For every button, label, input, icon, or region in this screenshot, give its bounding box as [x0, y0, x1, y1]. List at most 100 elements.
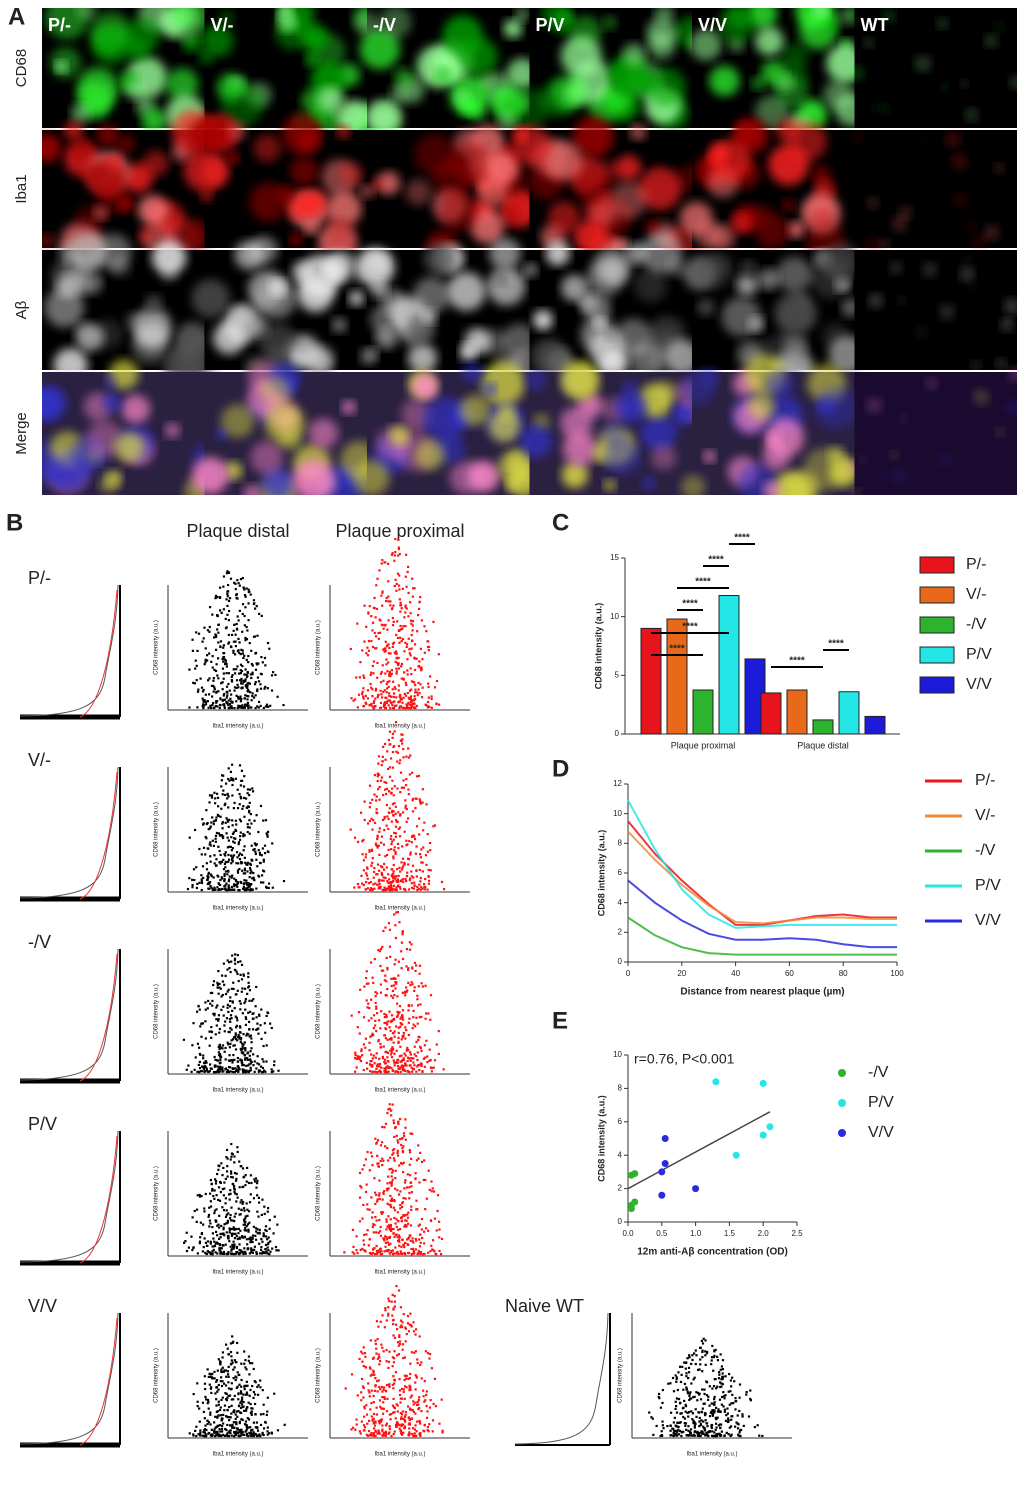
scatter-texture — [227, 1175, 229, 1177]
scatter-texture — [418, 1238, 420, 1240]
scatter-texture — [227, 1158, 229, 1160]
scatter-texture — [430, 869, 432, 871]
scatter-texture — [368, 1042, 370, 1044]
scatter-texture — [249, 1011, 251, 1013]
scatter-texture — [417, 688, 419, 690]
scatter-texture — [399, 604, 401, 606]
scatter-texture — [236, 886, 238, 888]
micrograph-texture — [265, 403, 306, 444]
scatter-texture — [230, 1351, 232, 1353]
scatter-texture — [402, 1418, 404, 1420]
scatter-texture — [396, 1354, 398, 1356]
scatter-texture — [220, 988, 222, 990]
scatter-texture — [232, 1341, 234, 1343]
scatter-texture — [389, 604, 391, 606]
scatter-texture — [397, 752, 399, 754]
scatter-texture — [242, 1071, 244, 1073]
scatter-texture — [376, 812, 378, 814]
scatter-texture — [226, 797, 228, 799]
scatter-texture — [256, 814, 258, 816]
scatter-texture — [261, 673, 263, 675]
scatter-texture — [438, 1221, 440, 1223]
scatter-texture — [434, 1218, 436, 1220]
scatter-texture — [367, 1003, 369, 1005]
scatter-texture — [223, 1024, 225, 1026]
scatter-texture — [401, 742, 403, 744]
scatter-texture — [414, 986, 416, 988]
scatter-texture — [389, 1195, 391, 1197]
scatter-texture — [228, 878, 230, 880]
micrograph-texture — [616, 392, 647, 423]
micrograph-texture — [198, 50, 213, 65]
scatter-texture — [417, 614, 419, 616]
scatter-texture — [401, 1138, 403, 1140]
scatter-texture — [223, 1371, 225, 1373]
scatter-texture — [387, 600, 389, 602]
scatter-texture — [372, 672, 374, 674]
scatter-texture — [248, 882, 250, 884]
scatter-texture — [403, 1052, 405, 1054]
micrograph-texture — [332, 317, 347, 332]
scatter-texture — [384, 689, 386, 691]
scatter-texture — [401, 640, 403, 642]
scatter-texture — [412, 810, 414, 812]
scatter-texture — [237, 1393, 239, 1395]
scatter-texture — [406, 989, 408, 991]
scatter-texture — [399, 1018, 401, 1020]
scatter-texture — [250, 1067, 252, 1069]
scatter-texture — [367, 654, 369, 656]
scatter-texture — [244, 1057, 246, 1059]
scatter-texture — [394, 551, 396, 553]
scatter-texture — [376, 1380, 378, 1382]
scatter-texture — [256, 690, 258, 692]
scatter-texture — [381, 562, 383, 564]
scatter-texture — [384, 889, 386, 891]
scatter-texture — [254, 1413, 256, 1415]
scatter-texture — [388, 675, 390, 677]
scatter-texture — [377, 788, 379, 790]
scatter-texture — [420, 666, 422, 668]
scatter-texture — [422, 985, 424, 987]
scatter-texture — [258, 1015, 260, 1017]
scatter-texture — [219, 707, 221, 709]
micrograph-texture — [735, 123, 754, 142]
scatter-texture — [380, 1067, 382, 1069]
scatter-texture — [226, 686, 228, 688]
scatter-texture — [354, 698, 356, 700]
micrograph-texture — [143, 150, 169, 176]
scatter-texture — [396, 1422, 398, 1424]
scatter-texture — [229, 1424, 231, 1426]
scatter-texture — [241, 670, 243, 672]
scatter-texture — [255, 1005, 257, 1007]
scatter-texture — [382, 889, 384, 891]
scatter-texture — [366, 999, 368, 1001]
scatter-texture — [236, 598, 238, 600]
scatter-texture — [430, 1059, 432, 1061]
scatter-texture — [382, 1211, 384, 1213]
scatter-texture — [230, 1156, 232, 1158]
scatter-texture — [250, 822, 252, 824]
scatter-texture — [236, 628, 238, 630]
scatter-texture — [237, 889, 239, 891]
scatter-texture — [214, 1210, 216, 1212]
scatter-texture — [262, 1389, 264, 1391]
scatter-texture — [383, 628, 385, 630]
scatter-texture — [400, 1397, 402, 1399]
scatter-texture — [235, 1418, 237, 1420]
scatter-texture — [370, 881, 372, 883]
scatter-texture — [188, 877, 190, 879]
scatter-texture — [373, 1413, 375, 1415]
scatter-texture — [376, 1432, 378, 1434]
scatter-texture — [386, 1056, 388, 1058]
scatter-texture — [432, 1239, 434, 1241]
scatter-texture — [220, 1225, 222, 1227]
scatter-texture — [403, 1427, 405, 1429]
scatter-texture — [370, 615, 372, 617]
scatter-texture — [746, 1391, 748, 1393]
scatter-texture — [368, 650, 370, 652]
scatter-texture — [393, 1136, 395, 1138]
scatter-texture — [429, 1353, 431, 1355]
scatter-texture — [375, 635, 377, 637]
scatter-texture — [402, 1244, 404, 1246]
scatter-texture — [400, 1246, 402, 1248]
